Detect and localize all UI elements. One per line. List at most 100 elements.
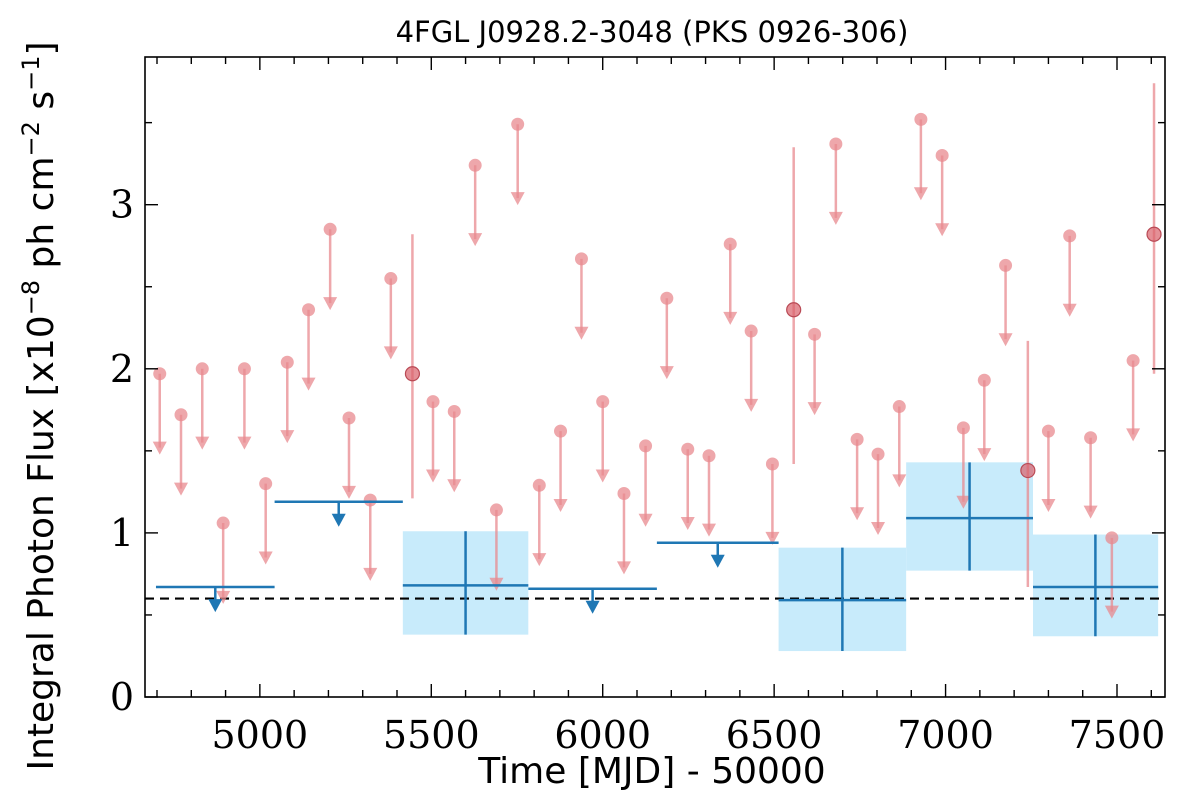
short-ul-point-0 xyxy=(153,367,167,381)
short-ul-arrow-head-17 xyxy=(532,553,547,567)
short-ul-arrow-head-1 xyxy=(174,482,188,496)
short-ul-arrow-head-27 xyxy=(744,398,759,412)
short-ul-point-17 xyxy=(532,478,546,492)
short-ul-point-3 xyxy=(216,516,230,530)
short-ul-arrow-head-4 xyxy=(237,436,252,450)
short-ul-point-22 xyxy=(639,439,653,453)
short-ul-arrow-head-9 xyxy=(342,485,356,499)
short-ul-arrow-head-26 xyxy=(723,311,738,325)
short-bin-layer xyxy=(152,83,1162,619)
short-ul-point-40 xyxy=(1063,229,1077,243)
short-ul-point-11 xyxy=(384,272,398,286)
x-tick-label-4: 7000 xyxy=(897,713,994,757)
short-ul-point-2 xyxy=(195,362,209,376)
long-bin-layer xyxy=(155,462,1159,652)
long-ul-arrow-head-1 xyxy=(331,513,346,527)
short-ul-arrow-head-28 xyxy=(765,531,780,545)
y-axis-label-exp: −8 xyxy=(17,280,45,315)
short-ul-point-28 xyxy=(765,457,779,471)
short-ul-arrow-head-22 xyxy=(638,513,653,527)
short-ul-arrow-head-2 xyxy=(195,436,210,450)
short-ul-arrow-head-35 xyxy=(935,223,950,237)
short-ul-point-7 xyxy=(302,303,316,317)
short-ul-arrow-head-20 xyxy=(595,469,610,483)
long-ul-arrow-head-0 xyxy=(208,599,223,613)
y-tick-label-3: 3 xyxy=(110,183,134,227)
short-ul-point-1 xyxy=(174,408,188,422)
plot-frame xyxy=(144,56,1166,698)
y-axis-label-mid2: s xyxy=(21,91,62,121)
short-ul-point-43 xyxy=(1126,354,1140,368)
short-ul-arrow-head-13 xyxy=(447,479,462,493)
short-ul-arrow-head-37 xyxy=(977,448,992,462)
short-ul-point-4 xyxy=(237,362,251,376)
short-ul-point-30 xyxy=(829,137,843,151)
short-ul-arrow-head-23 xyxy=(659,366,674,380)
short-ul-arrow-head-8 xyxy=(323,297,338,311)
short-ul-point-15 xyxy=(489,503,503,517)
short-ul-arrow-head-41 xyxy=(1083,505,1098,519)
y-tick-label-0: 0 xyxy=(110,675,134,719)
y-axis-label-main: Integral Photon Flux [x10 xyxy=(21,315,62,770)
short-ul-point-25 xyxy=(702,449,716,463)
short-ul-arrow-head-18 xyxy=(553,499,568,512)
short-ul-point-35 xyxy=(935,148,949,162)
short-ul-point-18 xyxy=(554,424,568,438)
x-tick-label-3: 6500 xyxy=(726,713,823,757)
short-ul-point-41 xyxy=(1084,431,1098,445)
short-ul-arrow-head-40 xyxy=(1062,303,1077,317)
x-tick-label-1: 5500 xyxy=(383,713,480,757)
y-tick-label-2: 2 xyxy=(110,347,134,391)
y-axis-label-end: ] xyxy=(21,41,62,55)
short-ul-arrow-head-19 xyxy=(574,326,589,340)
y-axis-label: Integral Photon Flux [x10−8 ph cm−2 s−1] xyxy=(17,41,62,770)
short-ul-arrow-head-30 xyxy=(828,211,843,225)
x-axis-label: Time [MJD] - 50000 xyxy=(477,751,825,792)
short-ul-arrow-head-0 xyxy=(152,441,167,455)
short-ul-arrow-head-6 xyxy=(280,430,295,444)
short-det-point-0 xyxy=(404,366,421,382)
short-ul-point-38 xyxy=(999,258,1013,272)
short-ul-point-34 xyxy=(914,112,928,126)
short-ul-arrow-head-7 xyxy=(301,377,316,391)
short-ul-point-23 xyxy=(660,291,674,305)
short-ul-arrow-head-5 xyxy=(258,551,273,565)
short-det-point-1 xyxy=(786,302,802,318)
short-ul-point-20 xyxy=(596,395,610,409)
short-ul-arrow-head-38 xyxy=(998,333,1013,347)
short-ul-arrow-head-43 xyxy=(1126,428,1141,442)
x-tick-label-0: 5000 xyxy=(211,713,308,757)
chart-title: 4FGL J0928.2-3048 (PKS 0926-306) xyxy=(396,15,909,49)
short-ul-point-29 xyxy=(808,327,822,341)
long-ul-arrow-head-3 xyxy=(710,554,725,568)
short-ul-arrow-head-29 xyxy=(807,402,822,416)
long-ul-arrow-head-2 xyxy=(585,600,600,614)
short-ul-arrow-head-33 xyxy=(892,474,907,488)
short-ul-point-5 xyxy=(259,477,273,491)
short-ul-arrow-head-39 xyxy=(1041,499,1056,512)
short-ul-arrow-head-12 xyxy=(426,469,440,483)
short-ul-point-6 xyxy=(280,355,294,369)
x-tick-label-5: 7500 xyxy=(1069,713,1166,757)
short-ul-arrow-head-24 xyxy=(680,517,695,531)
short-ul-arrow-head-25 xyxy=(702,523,716,537)
short-ul-arrow-head-32 xyxy=(871,521,886,535)
short-ul-point-14 xyxy=(468,158,482,172)
short-ul-point-37 xyxy=(977,373,991,387)
axes-layer: 5000 5500 6000 6500 7000 7500 0 1 2 3 xyxy=(110,56,1166,757)
short-ul-arrow-head-16 xyxy=(510,192,525,206)
short-ul-arrow-head-31 xyxy=(850,507,865,521)
y-axis-label-exp3: −1 xyxy=(17,56,45,91)
short-ul-point-33 xyxy=(892,400,906,414)
y-axis-label-mid: ph cm xyxy=(21,156,62,279)
short-ul-arrow-head-3 xyxy=(216,590,231,604)
short-ul-point-13 xyxy=(447,404,461,418)
short-ul-point-42 xyxy=(1105,531,1119,545)
short-ul-arrow-head-36 xyxy=(956,495,971,509)
short-ul-point-12 xyxy=(426,395,440,409)
short-ul-point-27 xyxy=(744,324,758,338)
short-ul-point-8 xyxy=(323,222,337,236)
short-ul-point-26 xyxy=(723,237,737,251)
short-det-point-2 xyxy=(1020,462,1036,479)
